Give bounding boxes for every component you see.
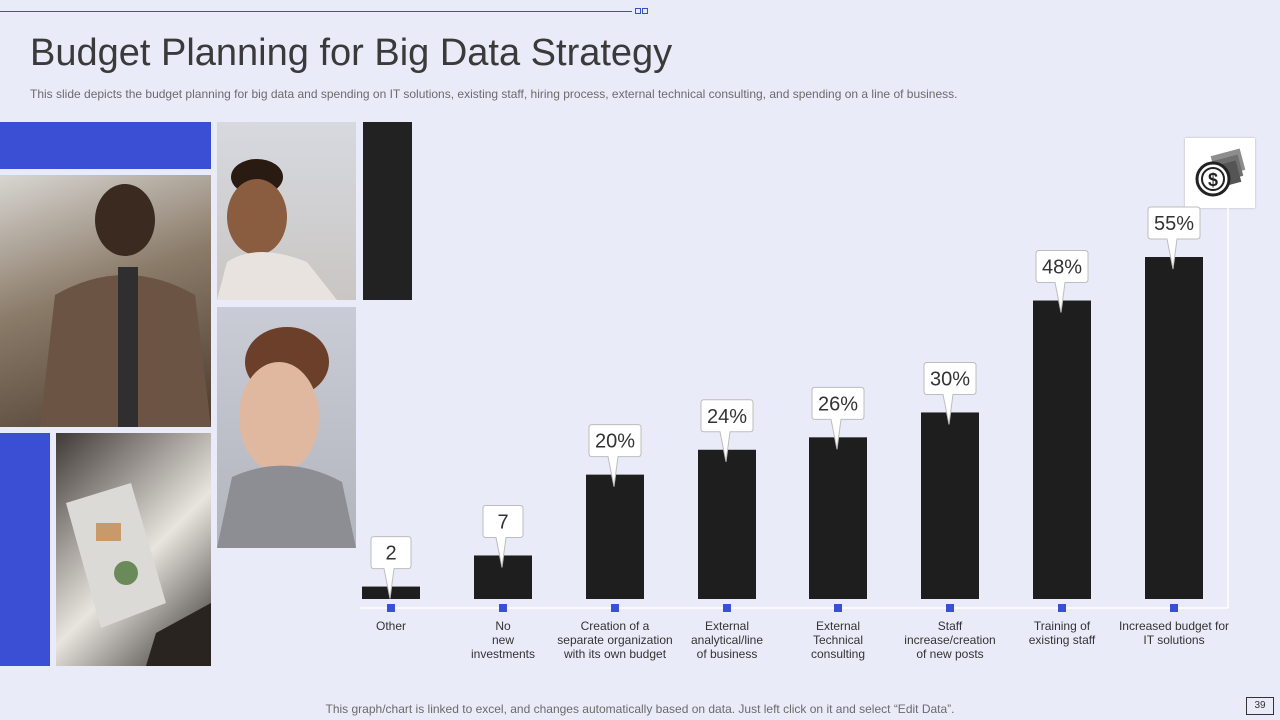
photo-young-man	[217, 307, 356, 548]
footer-note: This graph/chart is linked to excel, and…	[325, 702, 955, 716]
category-marker	[946, 604, 954, 612]
data-label-callout: 7	[482, 504, 524, 568]
category-marker	[611, 604, 619, 612]
photo-smiling-woman	[217, 122, 356, 300]
data-label: 7	[497, 511, 508, 533]
money-dollar-icon: $	[1195, 148, 1246, 197]
category-label: External analytical/line of business	[691, 619, 763, 661]
bar	[698, 449, 756, 599]
accent-block-top	[0, 122, 211, 169]
category-marker	[499, 604, 507, 612]
data-label-callout: 48%	[1035, 250, 1089, 313]
accent-block-bottom	[0, 433, 50, 666]
category-marker	[834, 604, 842, 612]
data-label-callout: 30%	[923, 361, 977, 425]
category-label: Creation of a separate organization with i…	[557, 619, 672, 661]
top-square-right	[642, 8, 648, 14]
category-label: Other	[376, 619, 406, 633]
data-label: 48%	[1042, 257, 1082, 279]
svg-text:$: $	[1208, 170, 1218, 190]
bar	[809, 437, 867, 599]
category-label: No new investments	[471, 619, 535, 661]
data-label-callout: 24%	[700, 399, 754, 462]
data-label: 30%	[930, 368, 970, 390]
page-number: 39	[1246, 697, 1274, 715]
data-label: 24%	[707, 406, 747, 428]
bar	[1033, 300, 1091, 599]
data-label: 26%	[818, 393, 858, 415]
money-icon-box: $	[1185, 138, 1255, 208]
photo-man-with-coffee	[0, 175, 211, 427]
dark-block	[363, 122, 412, 300]
data-label: 2	[385, 543, 396, 565]
data-label-callout: 2	[370, 536, 412, 599]
data-label-callout: 26%	[811, 386, 865, 450]
data-label: 20%	[595, 431, 635, 453]
bar	[921, 412, 979, 599]
category-label: Training of existing staff	[1029, 619, 1096, 647]
data-label: 55%	[1154, 213, 1194, 235]
category-label: External Technical consulting	[811, 619, 865, 661]
category-marker	[1058, 604, 1066, 612]
category-label: Staff increase/creation of new posts	[904, 619, 995, 661]
data-label-callout: 55%	[1147, 206, 1201, 270]
category-label: Increased budget for IT solutions	[1119, 619, 1229, 647]
photo-laptop-charts	[56, 433, 211, 666]
page-title: Budget Planning for Big Data Strategy	[30, 32, 673, 74]
bar	[586, 474, 644, 599]
category-marker	[387, 604, 395, 612]
bar	[1145, 257, 1203, 599]
category-marker	[723, 604, 731, 612]
top-rule	[0, 11, 632, 12]
data-label-callout: 20%	[588, 424, 642, 487]
page-subtitle: This slide depicts the budget planning f…	[30, 87, 958, 101]
top-square-left	[635, 8, 641, 14]
category-marker	[1170, 604, 1178, 612]
